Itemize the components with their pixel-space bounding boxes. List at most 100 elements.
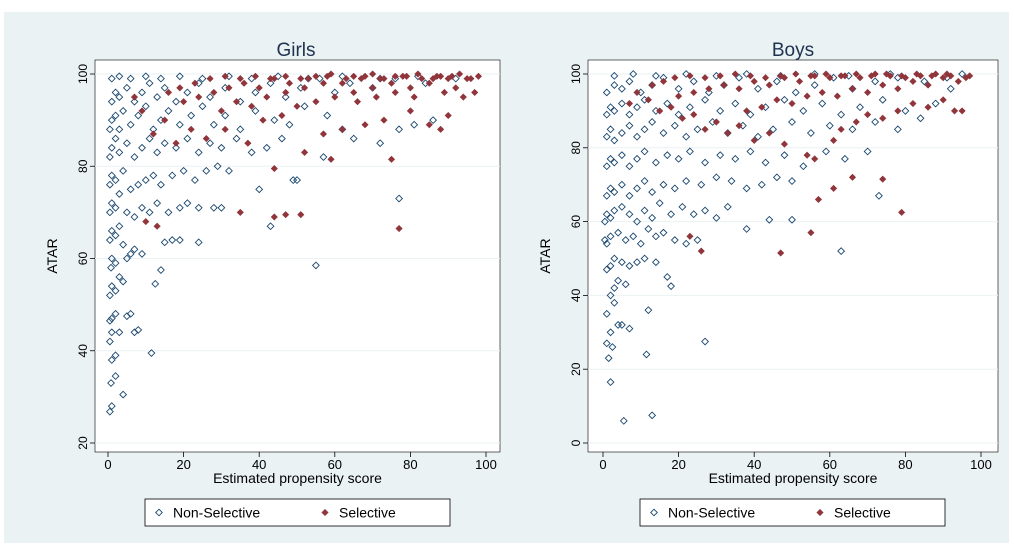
data-point: [213, 162, 222, 171]
data-point: [217, 143, 226, 152]
data-point: [266, 74, 275, 83]
data-point: [642, 350, 651, 359]
data-point: [172, 139, 180, 147]
x-tick-label: 60: [328, 457, 342, 472]
x-tick-label: 40: [747, 457, 761, 472]
data-point: [164, 88, 173, 97]
data-point: [111, 203, 120, 212]
data-point: [720, 81, 728, 89]
legend-label: Selective: [339, 505, 396, 521]
data-point: [107, 263, 115, 272]
x-tick-label: 20: [671, 457, 685, 472]
data-point: [848, 85, 857, 93]
legend-marker-selective: [321, 508, 329, 517]
data-point: [602, 309, 611, 318]
data-point: [837, 125, 845, 134]
data-point: [806, 129, 815, 137]
data-point: [319, 130, 328, 138]
data-point: [772, 77, 781, 86]
data-point: [704, 88, 713, 97]
data-point: [651, 232, 660, 241]
data-point: [682, 70, 691, 78]
data-point: [617, 180, 626, 189]
data-point: [111, 111, 120, 120]
data-point: [924, 103, 932, 111]
data-point: [758, 103, 766, 111]
data-point: [107, 116, 116, 125]
data-point: [436, 125, 445, 134]
data-point: [659, 180, 668, 189]
data-point: [617, 84, 626, 93]
data-point: [410, 120, 419, 129]
data-point: [361, 121, 369, 129]
data-point: [172, 97, 180, 106]
data-point: [600, 236, 609, 244]
data-point: [147, 349, 156, 357]
data-point: [323, 111, 332, 120]
data-point: [410, 93, 418, 101]
data-point: [931, 70, 940, 78]
data-point: [107, 171, 116, 180]
data-point: [754, 84, 762, 93]
data-point: [625, 261, 634, 270]
data-point: [119, 166, 128, 175]
data-point: [232, 98, 241, 106]
data-point: [391, 88, 399, 97]
data-point: [244, 139, 252, 147]
data-point: [600, 217, 609, 226]
data-point: [807, 72, 815, 80]
data-point: [149, 171, 158, 180]
data-point: [395, 224, 403, 233]
data-point: [746, 147, 755, 156]
data-point: [221, 125, 229, 134]
data-point: [746, 72, 755, 80]
data-point: [651, 158, 660, 167]
data-point: [111, 309, 120, 318]
y-tick-label: 20: [569, 362, 583, 376]
chart-panel-0: Girls 20 40 60 80 100 0 20 40 60 80 100 Estimated pr…: [44, 40, 501, 527]
data-point: [837, 247, 846, 256]
data-point: [156, 180, 165, 189]
data-point: [156, 266, 165, 274]
data-point: [338, 125, 347, 134]
data-point: [735, 85, 743, 93]
data-point: [606, 154, 615, 163]
data-point: [387, 79, 396, 87]
data-point: [943, 70, 951, 78]
data-point: [822, 70, 830, 78]
data-point: [115, 189, 124, 198]
legend: Non-Selective Selective: [639, 498, 946, 527]
data-point: [300, 84, 309, 92]
data-point: [750, 136, 758, 145]
data-point: [608, 343, 617, 351]
data-point: [610, 188, 619, 197]
data-point: [138, 203, 146, 212]
data-point: [138, 107, 146, 115]
data-point: [617, 202, 626, 211]
data-point: [742, 107, 751, 115]
data-point: [882, 70, 891, 78]
data-point: [837, 72, 845, 80]
data-point: [111, 231, 120, 240]
data-point: [765, 81, 773, 89]
data-point: [175, 203, 184, 212]
data-point: [606, 103, 615, 112]
data-point: [690, 88, 698, 97]
data-point: [206, 93, 214, 101]
data-point: [686, 232, 694, 241]
data-point: [105, 236, 114, 244]
data-point: [826, 74, 834, 82]
data-point: [115, 222, 124, 231]
data-point: [115, 93, 124, 101]
data-point: [183, 88, 192, 97]
data-point: [621, 280, 630, 289]
data-point: [138, 143, 146, 152]
data-point: [931, 99, 940, 108]
data-point: [731, 154, 740, 163]
data-point: [625, 110, 634, 119]
data-point: [822, 147, 830, 156]
data-point: [777, 249, 785, 257]
data-point: [701, 158, 709, 167]
data-point: [705, 85, 713, 93]
data-point: [682, 177, 691, 185]
